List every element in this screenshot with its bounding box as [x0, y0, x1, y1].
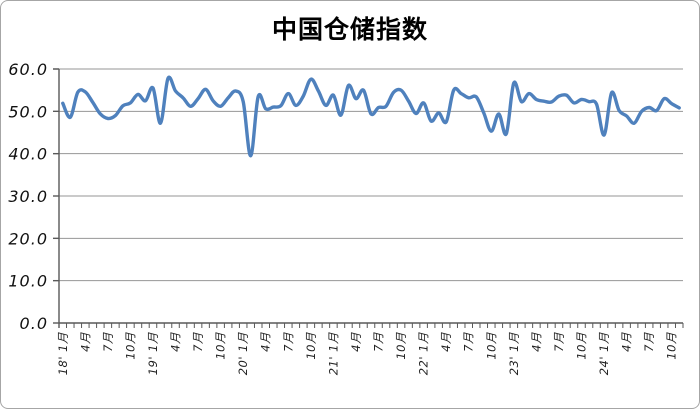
x-axis-label: 7月: [552, 332, 566, 352]
chart-title: 中国仓储指数: [271, 15, 428, 44]
x-axis-label: 7月: [462, 332, 476, 352]
x-axis-label: 7月: [191, 332, 205, 352]
x-axis-label: 7月: [281, 332, 295, 352]
y-axis-label: 20.0: [8, 229, 48, 248]
x-axis-label: 7月: [372, 332, 386, 352]
x-axis-label: 23' 1月: [507, 332, 521, 375]
y-axis-label: 60.0: [8, 60, 48, 79]
x-axis-label: 10月: [214, 332, 228, 360]
x-axis-label: 4月: [529, 332, 543, 352]
y-axis-label: 10.0: [8, 272, 48, 291]
x-axis-label: 10月: [575, 332, 589, 360]
y-axis-label: 50.0: [8, 102, 48, 121]
x-axis-label: 19' 1月: [146, 332, 160, 375]
x-axis-label: 4月: [259, 332, 273, 352]
x-axis-label: 22' 1月: [417, 332, 431, 375]
x-axis-label: 20' 1月: [236, 332, 250, 375]
x-axis-label: 24' 1月: [597, 332, 611, 375]
y-axis-label: 0.0: [20, 314, 48, 333]
x-axis-label: 10月: [304, 332, 318, 360]
x-axis-label: 7月: [101, 332, 115, 352]
x-axis-label: 4月: [349, 332, 363, 352]
data-series-line: [61, 75, 681, 158]
x-axis-label: 4月: [620, 332, 634, 352]
x-axis-label: 18' 1月: [56, 332, 70, 375]
y-axis-label: 40.0: [8, 145, 48, 164]
x-axis-label: 4月: [169, 332, 183, 352]
x-axis-label: 4月: [78, 332, 92, 352]
x-axis-label: 7月: [642, 332, 656, 352]
x-axis-label: 10月: [123, 332, 137, 360]
x-axis-label: 4月: [439, 332, 453, 352]
x-axis-label: 10月: [394, 332, 408, 360]
x-axis-label: 21' 1月: [326, 332, 340, 375]
x-axis-label: 10月: [484, 332, 498, 360]
y-axis-label: 30.0: [8, 187, 48, 206]
x-axis-label: 10月: [665, 332, 679, 360]
